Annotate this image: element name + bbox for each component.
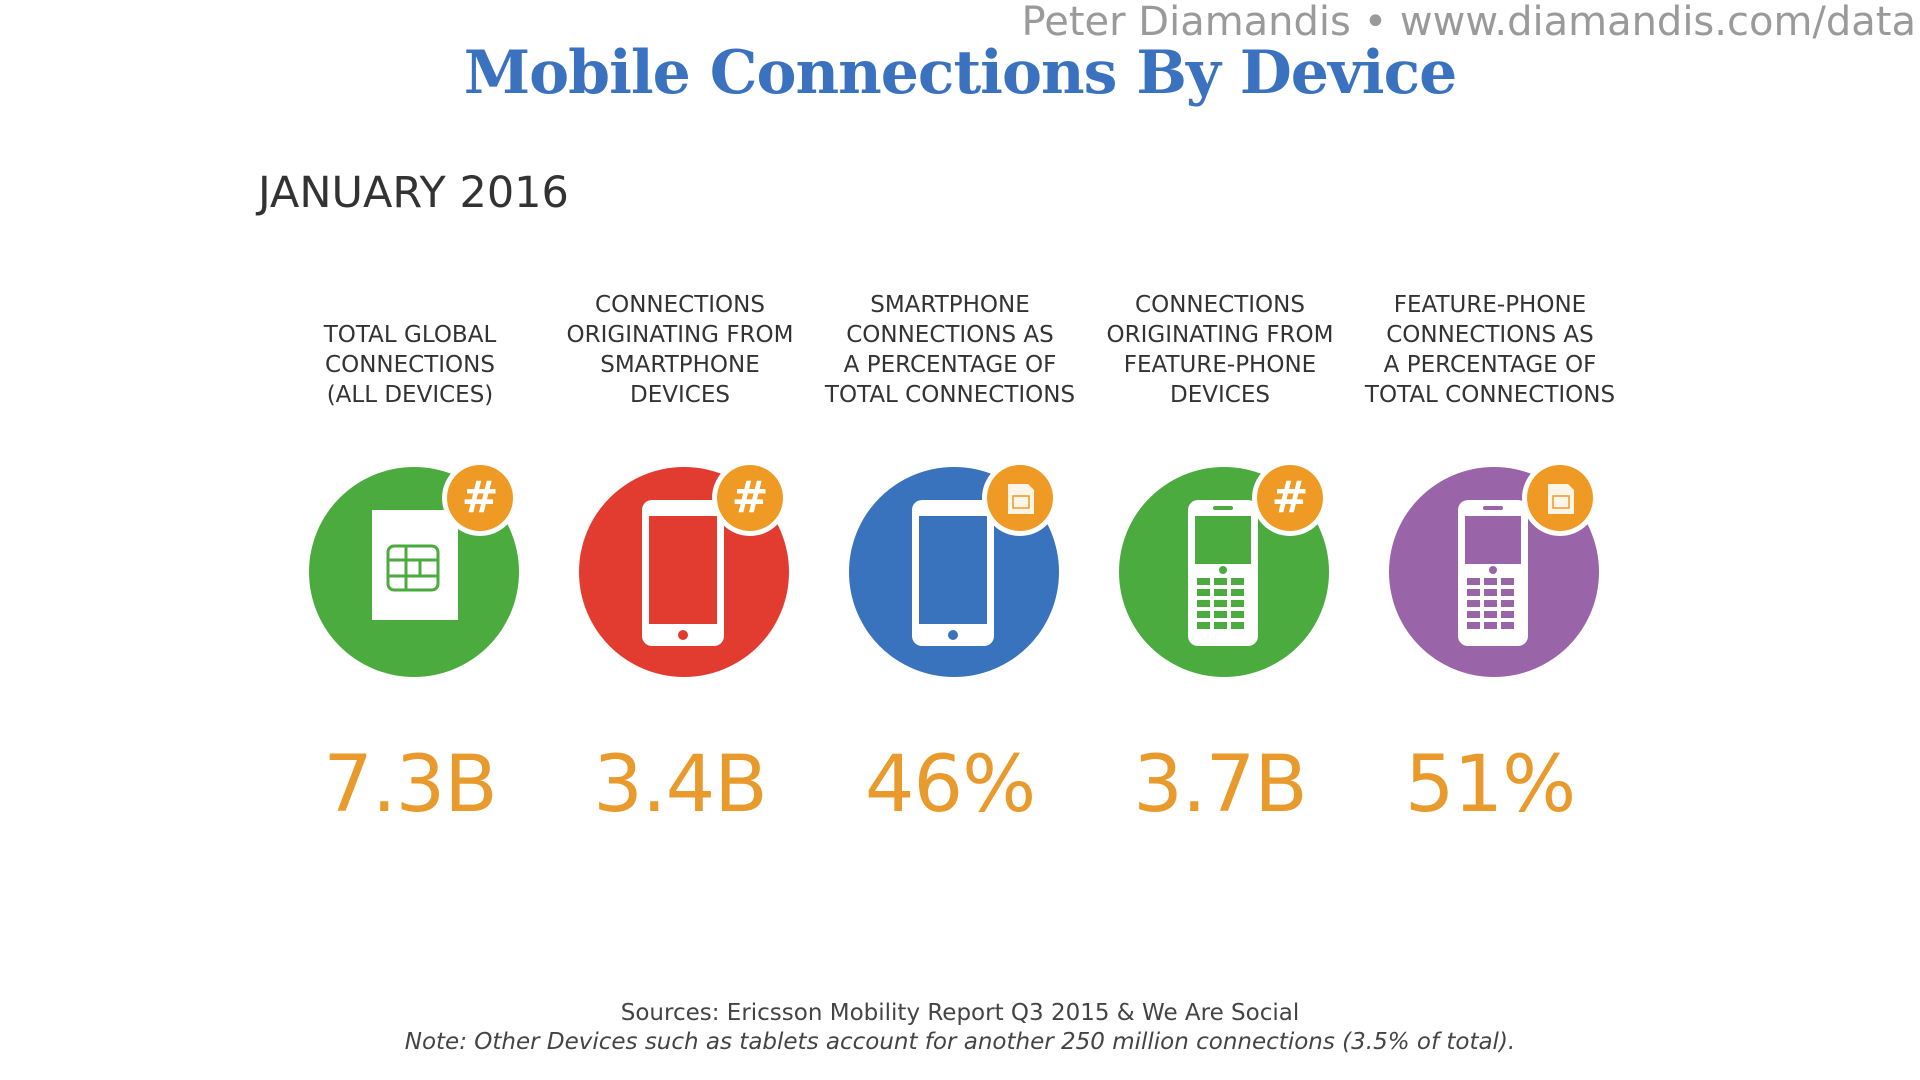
- stat-icon-graphic: #: [309, 460, 519, 677]
- stat-label: CONNECTIONS ORIGINATING FROM SMARTPHONE …: [566, 292, 794, 408]
- stat-block: SMARTPHONE CONNECTIONS AS A PERCENTAGE O…: [815, 270, 1085, 830]
- stat-value: 3.7B: [1133, 740, 1308, 830]
- attribution: Peter Diamandis • www.diamandis.com/data: [1021, 0, 1916, 45]
- svg-text:#: #: [732, 472, 769, 523]
- stat-block: CONNECTIONS ORIGINATING FROM SMARTPHONE …: [545, 270, 815, 830]
- smartphone-icon: [642, 500, 724, 646]
- stat-block: TOTAL GLOBAL CONNECTIONS (ALL DEVICES) #7…: [275, 270, 545, 830]
- feature-phone-icon: [1458, 500, 1528, 646]
- sources-text: Sources: Ericsson Mobility Report Q3 201…: [620, 1000, 1300, 1026]
- hash-badge-icon: #: [1252, 460, 1328, 536]
- period-subtitle: JANUARY 2016: [258, 168, 569, 218]
- hash-badge-icon: #: [442, 460, 518, 536]
- stat-label: TOTAL GLOBAL CONNECTIONS (ALL DEVICES): [323, 322, 497, 408]
- sim-badge-icon: [982, 460, 1058, 536]
- hash-badge-icon: #: [712, 460, 788, 536]
- page-title: Mobile Connections By Device: [463, 38, 1458, 108]
- stat-block: CONNECTIONS ORIGINATING FROM FEATURE-PHO…: [1085, 270, 1355, 830]
- svg-text:#: #: [1272, 472, 1309, 523]
- stat-block: FEATURE-PHONE CONNECTIONS AS A PERCENTAG…: [1355, 270, 1625, 830]
- stat-icon-graphic: #: [1119, 460, 1329, 677]
- stat-icon-graphic: [849, 460, 1059, 677]
- stat-value: 7.3B: [323, 740, 498, 830]
- stat-icon-graphic: [1389, 460, 1599, 677]
- stat-label: SMARTPHONE CONNECTIONS AS A PERCENTAGE O…: [824, 292, 1076, 408]
- sim-card-icon: [372, 510, 458, 620]
- stat-label: FEATURE-PHONE CONNECTIONS AS A PERCENTAG…: [1364, 292, 1616, 408]
- note-text: Note: Other Devices such as tablets acco…: [404, 1029, 1516, 1055]
- svg-text:#: #: [462, 472, 499, 523]
- feature-phone-icon: [1188, 500, 1258, 646]
- stat-value: 3.4B: [593, 740, 768, 830]
- stat-icon-graphic: #: [579, 460, 789, 677]
- stat-label: CONNECTIONS ORIGINATING FROM FEATURE-PHO…: [1106, 292, 1334, 408]
- smartphone-icon: [912, 500, 994, 646]
- stat-value: 46%: [864, 740, 1036, 830]
- sim-badge-icon: [1522, 460, 1598, 536]
- stat-value: 51%: [1404, 740, 1576, 830]
